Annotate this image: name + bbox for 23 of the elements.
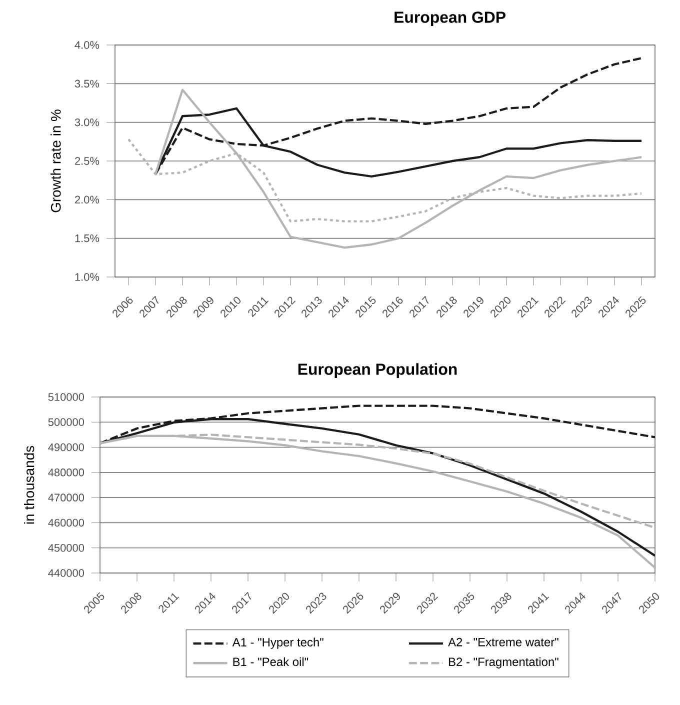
- y-tick-label: 470000: [48, 494, 84, 502]
- y-axis-title: in thousands: [24, 446, 34, 524]
- y-axis-title: Growth rate in %: [50, 110, 61, 212]
- legend-label: B2 - "Fragmentation": [449, 657, 558, 668]
- y-tick-label: 500000: [48, 418, 84, 426]
- y-tick-label: 450000: [48, 544, 84, 552]
- legend-label: A1 - "Hyper tech": [232, 638, 324, 649]
- y-tick-label: 1.5%: [75, 234, 100, 242]
- y-tick-label: 2.5%: [75, 157, 100, 165]
- y-tick-label: 480000: [48, 468, 84, 476]
- y-tick-label: 3.5%: [74, 80, 100, 88]
- y-tick-label: 490000: [48, 443, 84, 452]
- legend-label: A2 - "Extreme water": [448, 638, 558, 646]
- y-tick-label: 4.0%: [74, 41, 100, 49]
- y-tick-label: 2.0%: [75, 196, 100, 204]
- y-tick-label: 1.0%: [75, 273, 100, 281]
- y-tick-label: 440000: [48, 569, 84, 577]
- y-tick-label: 510000: [48, 393, 84, 401]
- chart-title: European Population: [298, 363, 457, 378]
- y-tick-label: 460000: [48, 518, 84, 527]
- chart-title: European GDP: [394, 12, 506, 26]
- legend-label: B1 - "Peak oil": [233, 657, 308, 666]
- y-tick-label: 3.0%: [74, 118, 100, 126]
